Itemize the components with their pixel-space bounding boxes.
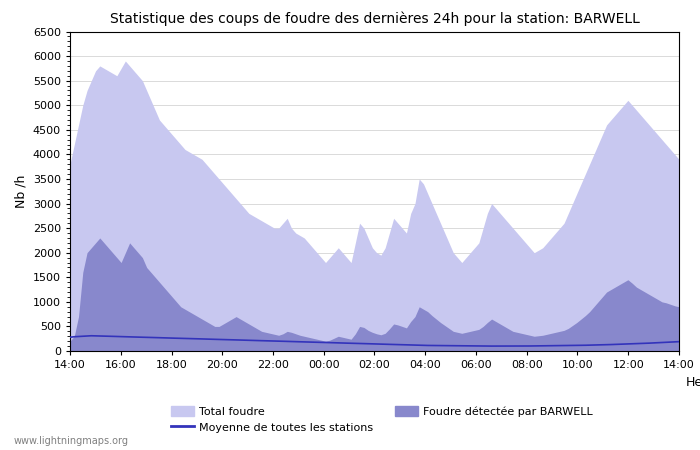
Legend: Total foudre, Moyenne de toutes les stations, Foudre détectée par BARWELL: Total foudre, Moyenne de toutes les stat… (167, 401, 597, 437)
Y-axis label: Nb /h: Nb /h (14, 175, 27, 208)
Text: Heure: Heure (686, 376, 700, 389)
Title: Statistique des coups de foudre des dernières 24h pour la station: BARWELL: Statistique des coups de foudre des dern… (110, 12, 639, 26)
Text: www.lightningmaps.org: www.lightningmaps.org (14, 436, 129, 446)
